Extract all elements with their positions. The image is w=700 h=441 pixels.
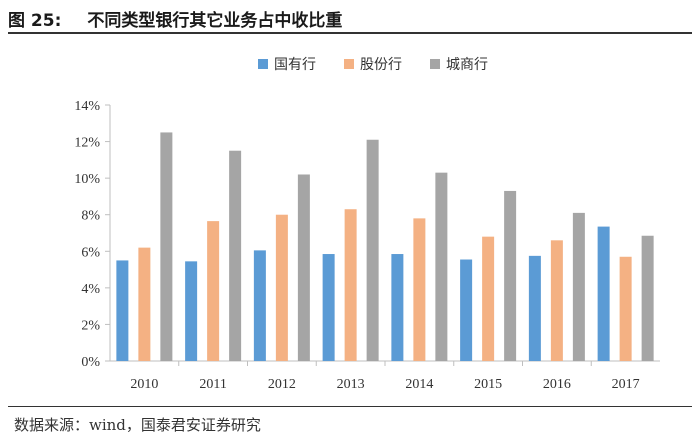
y-tick-label: 8%	[81, 209, 100, 224]
bar-城商行-2017	[641, 235, 654, 361]
bar-国有行-2015	[460, 259, 473, 361]
x-tick-label: 2015	[474, 377, 502, 392]
x-tick-label: 2014	[405, 377, 433, 392]
y-tick-label: 4%	[81, 282, 100, 297]
legend-swatch-国有行	[258, 59, 268, 69]
legend-label: 城商行	[446, 57, 488, 73]
bar-股份行-2017	[619, 256, 632, 361]
bar-国有行-2016	[528, 255, 541, 361]
bar-城商行-2014	[435, 172, 448, 361]
figure-title: 图 25: 不同类型银行其它业务占中收比重	[8, 6, 342, 31]
bar-股份行-2010	[138, 247, 151, 361]
bar-国有行-2013	[322, 254, 335, 361]
y-tick-label: 0%	[81, 355, 100, 370]
x-tick-label: 2010	[130, 377, 158, 392]
x-tick-label: 2017	[612, 377, 640, 392]
y-tick-label: 14%	[74, 99, 100, 114]
bar-城商行-2015	[504, 190, 517, 361]
bar-城商行-2013	[366, 139, 379, 361]
figure-label: 图 25:	[8, 11, 62, 31]
bar-城商行-2010	[160, 132, 173, 361]
bar-国有行-2010	[116, 260, 129, 361]
bar-城商行-2016	[572, 212, 585, 361]
bar-国有行-2011	[185, 261, 198, 361]
bottom-rule	[8, 406, 692, 407]
source-note: 数据来源：wind，国泰君安证券研究	[14, 416, 261, 434]
y-tick-label: 6%	[81, 245, 100, 260]
legend-label: 国有行	[274, 57, 316, 73]
y-tick-label: 2%	[81, 318, 100, 333]
legend-label: 股份行	[360, 57, 402, 73]
bar-股份行-2011	[207, 221, 220, 361]
y-tick-label: 12%	[74, 136, 100, 151]
bar-股份行-2016	[550, 240, 563, 361]
bar-城商行-2011	[229, 150, 242, 361]
bar-股份行-2014	[413, 218, 426, 361]
bar-国有行-2014	[391, 254, 404, 361]
x-tick-label: 2013	[337, 377, 365, 392]
bar-股份行-2013	[344, 209, 357, 361]
top-rule	[8, 32, 692, 34]
x-tick-label: 2011	[199, 377, 226, 392]
x-tick-label: 2012	[268, 377, 296, 392]
bar-城商行-2012	[297, 174, 310, 361]
bar-股份行-2015	[482, 236, 495, 361]
bar-股份行-2012	[275, 214, 288, 361]
bar-国有行-2012	[253, 250, 266, 361]
x-tick-label: 2016	[543, 377, 571, 392]
figure-title-text: 不同类型银行其它业务占中收比重	[87, 11, 343, 31]
legend-swatch-城商行	[430, 59, 440, 69]
legend-swatch-股份行	[344, 59, 354, 69]
y-tick-label: 10%	[74, 172, 100, 187]
bar-国有行-2017	[597, 226, 610, 361]
